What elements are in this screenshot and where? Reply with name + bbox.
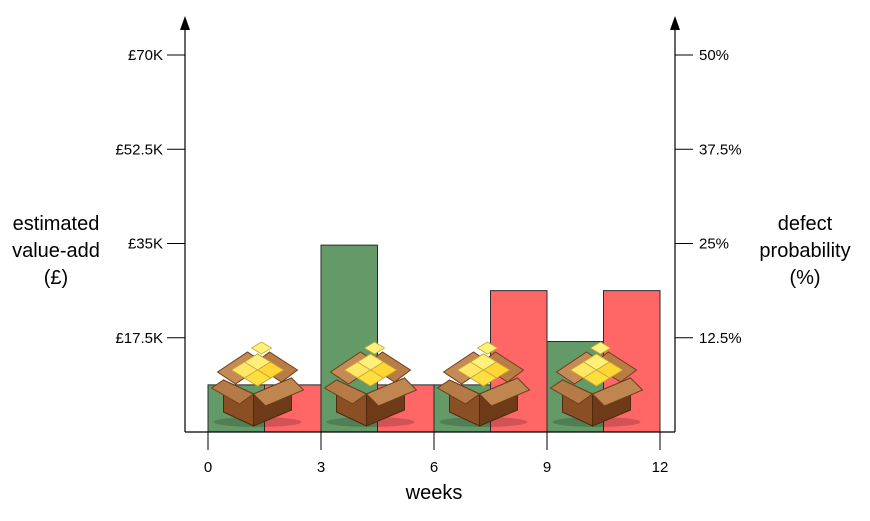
right-tick-label: 12.5% [699, 330, 742, 347]
right-axis-title-line: (%) [789, 267, 820, 289]
right-tick-label: 25% [699, 236, 729, 253]
left-axis-title-line: (£) [44, 267, 68, 289]
left-axis-title-line: estimated [13, 213, 100, 235]
right-tick-label: 37.5% [699, 141, 742, 158]
x-tick-label: 6 [430, 459, 438, 476]
x-tick-label: 3 [317, 459, 325, 476]
labels-layer: 0 3 6 9 12 £17.5K £35K £52.5K £70K 12.5% 25% 37.5% 5… [12, 47, 851, 504]
x-tick-label: 9 [543, 459, 551, 476]
left-axis-title-line: value-add [12, 240, 100, 262]
left-axis-arrow-icon [180, 16, 190, 30]
right-axis-title-line: defect [778, 213, 833, 235]
left-tick-label: £17.5K [115, 330, 163, 347]
left-tick-label: £70K [128, 47, 163, 64]
axes-layer [167, 16, 693, 450]
left-tick-label: £35K [128, 236, 163, 253]
right-tick-label: 50% [699, 47, 729, 64]
left-tick-label: £52.5K [115, 141, 163, 158]
x-axis-title: weeks [405, 482, 463, 504]
right-axis-arrow-icon [670, 16, 680, 30]
right-axis-title-line: probability [759, 240, 850, 262]
x-tick-label: 0 [204, 459, 212, 476]
x-tick-label: 12 [652, 459, 669, 476]
